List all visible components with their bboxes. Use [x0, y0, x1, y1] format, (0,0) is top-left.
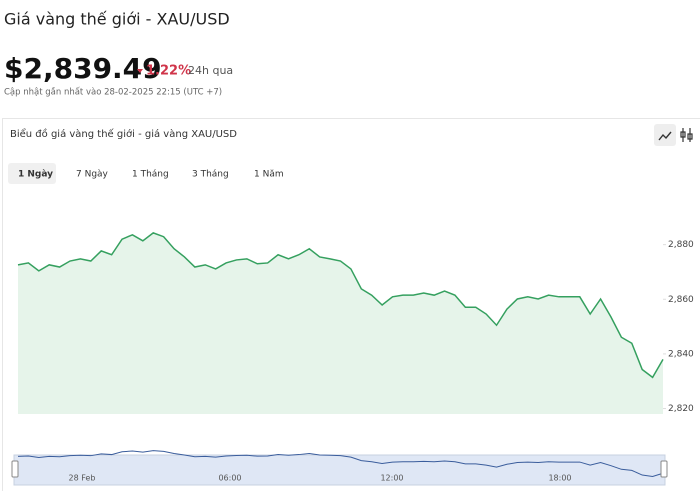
tab[interactable]: 7 Ngày — [76, 170, 109, 180]
y-tick-label: 2,840 — [668, 349, 694, 359]
nav-handle-left[interactable] — [12, 461, 18, 477]
nav-handle-right[interactable] — [661, 461, 667, 477]
y-tick-label: 2,820 — [668, 404, 694, 414]
navigator-label: 18:00 — [548, 474, 571, 483]
change: 1.22% — [146, 64, 191, 79]
y-tick-label: 2,880 — [668, 240, 694, 250]
tabs: 1 Ngày 7 Ngày 1 Tháng 3 Tháng 1 Năm — [8, 163, 284, 184]
tab[interactable]: 1 Năm — [254, 170, 284, 180]
plot: 2,820 2,840 2,860 2,880 — [18, 233, 694, 414]
navigator-label: 12:00 — [380, 474, 403, 483]
navigator-label: 28 Feb — [69, 474, 96, 483]
price: $2,839.49 — [4, 52, 162, 85]
navigator-label: 06:00 — [218, 474, 241, 483]
page-title: Giá vàng thế giới - XAU/USD — [4, 10, 230, 29]
tab[interactable]: 1 Ngày — [18, 170, 53, 180]
period: 24h qua — [188, 64, 233, 77]
updated: Cập nhật gần nhất vào 28-02-2025 22:15 (… — [4, 87, 222, 98]
line-icon[interactable] — [654, 124, 676, 146]
card-title: Biểu đồ giá vàng thế giới - giá vàng XAU… — [10, 127, 237, 140]
y-tick-label: 2,860 — [668, 295, 694, 305]
candle-icon[interactable] — [681, 128, 692, 142]
tab[interactable]: 1 Tháng — [132, 170, 169, 180]
area-fill — [18, 233, 663, 414]
tab[interactable]: 3 Tháng — [192, 170, 229, 180]
